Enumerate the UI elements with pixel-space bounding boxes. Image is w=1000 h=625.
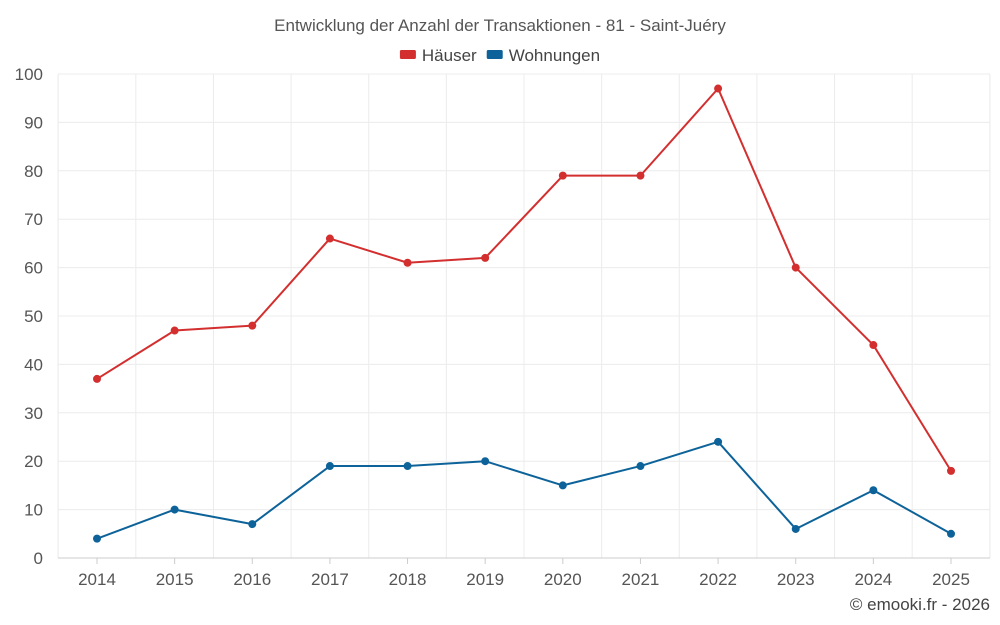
data-point[interactable] — [325, 234, 334, 243]
series-1 — [93, 437, 955, 543]
data-point[interactable] — [558, 481, 567, 490]
grid — [57, 73, 991, 558]
data-point[interactable] — [325, 462, 334, 471]
x-tick-label: 2025 — [932, 570, 970, 589]
x-tick-label: 2016 — [233, 570, 271, 589]
legend-item[interactable]: Häuser — [399, 46, 477, 65]
data-point[interactable] — [636, 171, 645, 180]
legend-label: Wohnungen — [509, 46, 600, 65]
data-point[interactable] — [170, 326, 179, 335]
data-point[interactable] — [481, 253, 490, 262]
x-tick-label: 2023 — [777, 570, 815, 589]
data-point[interactable] — [947, 466, 955, 475]
y-tick-label: 70 — [24, 210, 43, 229]
credit-text: © emooki.fr - 2026 — [850, 595, 990, 614]
series-layer — [93, 84, 955, 543]
data-point[interactable] — [558, 171, 567, 180]
y-tick-label: 0 — [34, 549, 43, 568]
chart-title: Entwicklung der Anzahl der Transaktionen… — [274, 16, 726, 35]
data-point[interactable] — [869, 486, 878, 495]
data-point[interactable] — [714, 437, 723, 446]
y-tick-label: 40 — [24, 355, 43, 374]
series-line — [96, 87, 952, 472]
x-tick-label: 2021 — [622, 570, 660, 589]
x-tick-label: 2022 — [699, 570, 737, 589]
legend-swatch — [486, 50, 503, 59]
data-point[interactable] — [714, 84, 723, 93]
y-tick-label: 30 — [24, 404, 43, 423]
data-point[interactable] — [403, 258, 412, 267]
y-tick-label: 80 — [24, 162, 43, 181]
data-point[interactable] — [93, 374, 101, 383]
x-tick-label: 2014 — [78, 570, 116, 589]
data-point[interactable] — [248, 321, 257, 330]
legend-swatch — [399, 50, 416, 59]
x-tick-label: 2015 — [156, 570, 194, 589]
series-line — [96, 440, 952, 540]
y-tick-label: 50 — [24, 307, 43, 326]
data-point[interactable] — [947, 529, 955, 538]
legend-label: Häuser — [422, 46, 477, 65]
data-point[interactable] — [248, 520, 257, 529]
data-point[interactable] — [403, 462, 412, 471]
data-point[interactable] — [791, 263, 800, 272]
x-tick-label: 2020 — [544, 570, 582, 589]
x-tick-label: 2024 — [854, 570, 892, 589]
axes: 0 10 20 30 40 50 60 70 80 90 100 2014 2015 2016 2017 20… — [15, 65, 990, 589]
y-tick-label: 90 — [24, 113, 43, 132]
y-tick-label: 60 — [24, 259, 43, 278]
data-point[interactable] — [481, 457, 490, 466]
data-point[interactable] — [791, 524, 800, 533]
x-tick-label: 2017 — [311, 570, 349, 589]
data-point[interactable] — [636, 462, 645, 471]
data-point[interactable] — [869, 341, 878, 350]
series-0 — [93, 84, 955, 475]
data-point[interactable] — [93, 534, 101, 543]
y-tick-label: 20 — [24, 452, 43, 471]
x-tick-label: 2019 — [466, 570, 504, 589]
data-point[interactable] — [170, 505, 179, 514]
y-tick-label: 100 — [15, 65, 43, 84]
x-tick-label: 2018 — [389, 570, 427, 589]
legend: Häuser Wohnungen — [399, 46, 600, 65]
legend-item[interactable]: Wohnungen — [486, 46, 600, 65]
y-tick-label: 10 — [24, 501, 43, 520]
